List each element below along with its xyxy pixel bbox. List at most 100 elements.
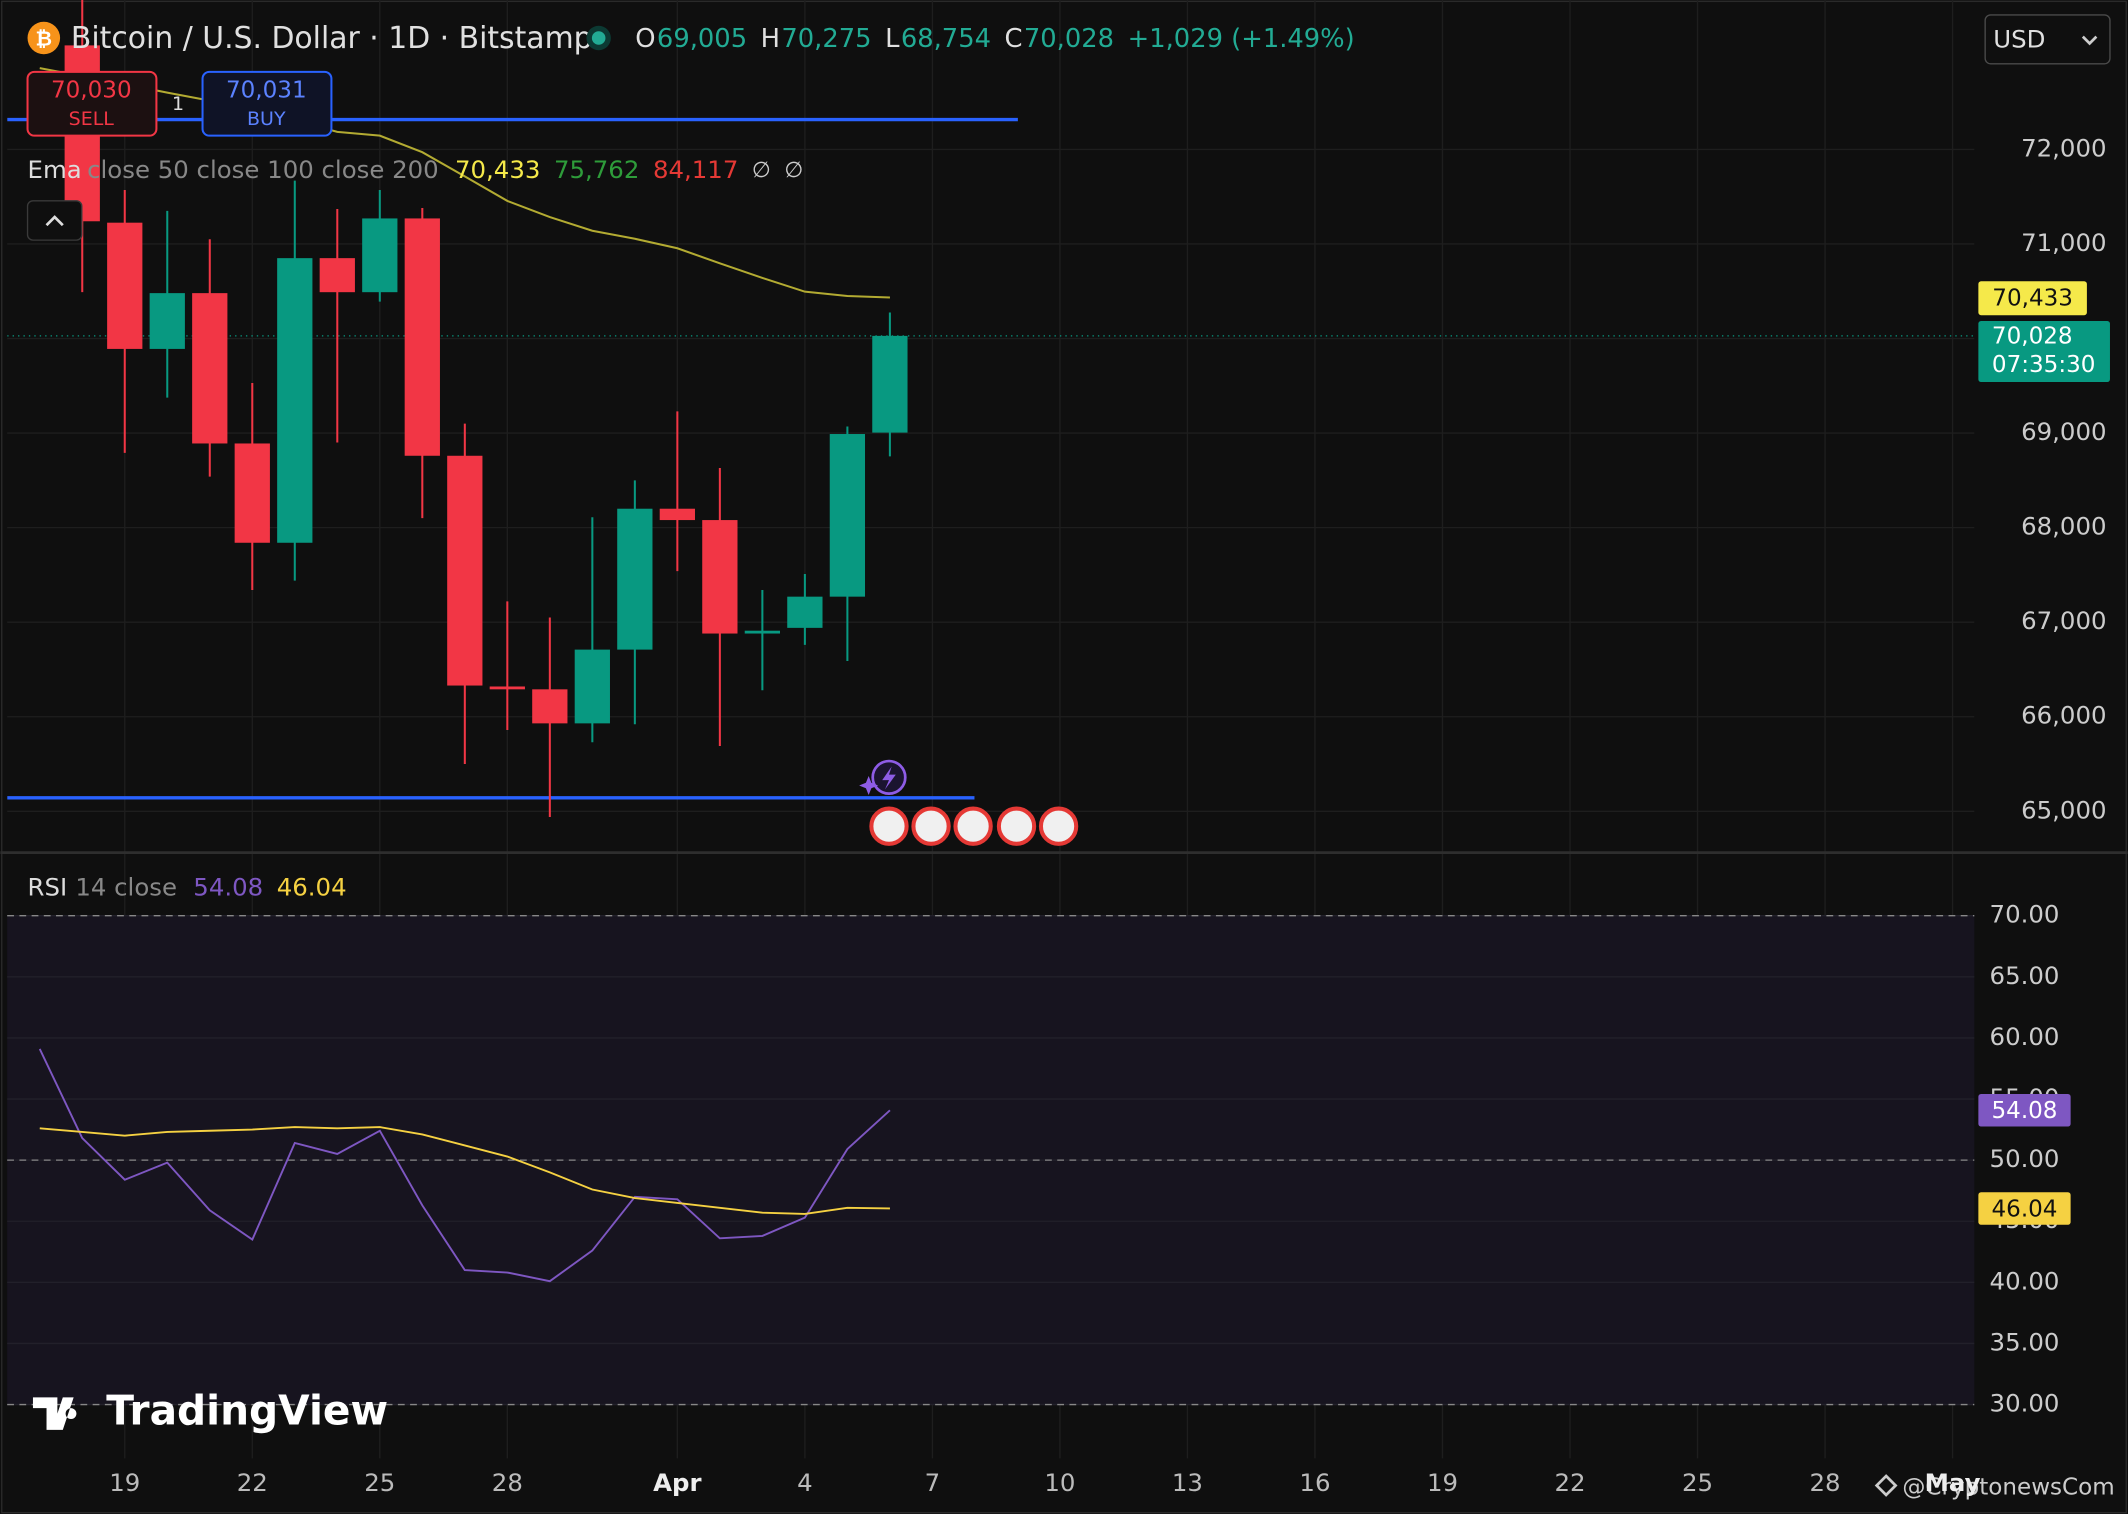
- event-flag: [1038, 806, 1079, 846]
- grid-layer: [7, 0, 1975, 1459]
- y-tick-label: 68,000: [2021, 512, 2106, 541]
- x-tick-label: 22: [237, 1468, 268, 1497]
- candle-body: [787, 596, 823, 628]
- y-tick-label: 35.00: [1990, 1327, 2060, 1356]
- overlay: ₿ Bitcoin / U.S. Dollar · 1D · Bitstamp …: [26, 14, 2115, 1501]
- indicator-params: close 50 close 100 close 200: [87, 155, 439, 184]
- candle-body: [532, 689, 568, 724]
- event-flag: [996, 806, 1037, 846]
- candle-body: [829, 434, 866, 597]
- y-tick-label: 40.00: [1990, 1266, 2060, 1295]
- sell-price[interactable]: 70,030: [51, 77, 132, 103]
- buy-button[interactable]: [201, 70, 333, 137]
- y-tick-label: 69,000: [2021, 417, 2106, 446]
- market-status: [591, 31, 606, 45]
- candle-body: [489, 686, 525, 690]
- rsi-badge: [1978, 1192, 2071, 1225]
- ema-line: [39, 67, 890, 299]
- currency-label[interactable]: USD: [1993, 25, 2045, 54]
- rsi-params: 14 close: [75, 873, 177, 902]
- event-flag: [953, 806, 993, 846]
- buy-price[interactable]: 70,031: [226, 77, 307, 103]
- x-tick-label: 10: [1044, 1468, 1075, 1497]
- candle-body: [702, 520, 738, 634]
- y-tick-label: 66,000: [2021, 701, 2106, 730]
- ohlc-key: C: [1005, 24, 1023, 54]
- price-pane: [7, 0, 1975, 817]
- indicator-symbol: ∅: [784, 158, 803, 183]
- x-tick-label: 28: [1810, 1468, 1841, 1497]
- x-tick-label: 19: [109, 1468, 140, 1497]
- candle-body: [617, 508, 653, 650]
- event-icon: [882, 766, 896, 790]
- x-tick-label: 13: [1172, 1468, 1203, 1497]
- indicator-value: 70,433: [455, 155, 540, 184]
- watermark: TradingView: [106, 1387, 388, 1435]
- candle-body: [192, 293, 228, 444]
- x-tick-label: 4: [797, 1468, 813, 1497]
- x-tick-label: 7: [925, 1468, 941, 1497]
- ema-badge-label: 70,433: [1992, 285, 2073, 311]
- y-tick-label: 60.00: [1990, 1022, 2060, 1051]
- candle-body: [277, 258, 313, 543]
- candle-body: [404, 218, 440, 456]
- event-icon: [859, 775, 879, 795]
- indicator-name: Ema: [28, 155, 82, 184]
- candle-body: [744, 630, 781, 634]
- event-icons: [859, 759, 1079, 846]
- rsi-value: 46.04: [277, 873, 347, 902]
- ohlc-key: O: [635, 24, 655, 54]
- last-price-label: 70,028: [1992, 324, 2073, 350]
- rsi-value: 54.08: [193, 873, 263, 902]
- sell-label[interactable]: SELL: [69, 108, 115, 130]
- bitcoin-icon: [27, 21, 61, 55]
- candle-body: [447, 455, 483, 686]
- buy-label[interactable]: BUY: [247, 108, 286, 130]
- rsi-badge-label: 46.04: [1992, 1196, 2058, 1222]
- candle-body: [362, 218, 398, 293]
- ohlc-value: 70,275: [781, 24, 871, 54]
- bitcoin-icon-glyph: ₿: [36, 26, 53, 50]
- candle-body: [149, 293, 185, 349]
- collapse-chevron: [45, 215, 64, 227]
- currency-chevron: [2081, 35, 2098, 46]
- candle-body: [574, 649, 610, 724]
- last-price-badge: [1978, 320, 2110, 382]
- rsi-line: [39, 1126, 890, 1215]
- y-tick-label: 72,000: [2021, 133, 2106, 162]
- price-change: +1,029 (+1.49%): [1128, 24, 1355, 54]
- y-tick-label: 67,000: [2021, 606, 2106, 635]
- watermark-logo: [32, 1397, 77, 1430]
- indicator-symbol: ∅: [752, 158, 771, 183]
- candle-body: [872, 335, 908, 433]
- sell-button[interactable]: [26, 70, 158, 137]
- ohlc-value: 69,005: [657, 24, 747, 54]
- y-tick-label: 50.00: [1990, 1144, 2060, 1173]
- rsi-title: RSI: [28, 873, 68, 902]
- x-tick-label: 16: [1299, 1468, 1330, 1497]
- candle-body: [234, 443, 270, 543]
- rsi-badge-label: 54.08: [1992, 1098, 2058, 1124]
- y-tick-label: 65,000: [2021, 795, 2106, 824]
- candle-body: [107, 222, 143, 349]
- x-tick-label: 25: [364, 1468, 395, 1497]
- collapse-button[interactable]: [26, 200, 83, 241]
- ohlc-value: 68,754: [901, 24, 991, 54]
- rsi-line: [38, 1048, 891, 1283]
- symbol-title: Bitcoin / U.S. Dollar · 1D · Bitstamp: [71, 21, 593, 56]
- currency-select[interactable]: [1984, 14, 2111, 65]
- ohlc-value: 70,028: [1024, 24, 1114, 54]
- y-tick-label: 70.00: [1990, 900, 2060, 929]
- candle-body: [319, 258, 355, 293]
- candle-body: [659, 508, 695, 521]
- credit-icon: [1874, 1474, 1898, 1497]
- event-flag: [869, 806, 909, 846]
- credit: @CryptonewsCom: [1902, 1475, 2114, 1501]
- rsi-badge: [1978, 1093, 2071, 1127]
- indicator-value: 84,117: [653, 155, 738, 184]
- ohlc-key: H: [761, 24, 780, 54]
- event-flag: [911, 806, 951, 846]
- order-qty[interactable]: 1: [172, 93, 184, 115]
